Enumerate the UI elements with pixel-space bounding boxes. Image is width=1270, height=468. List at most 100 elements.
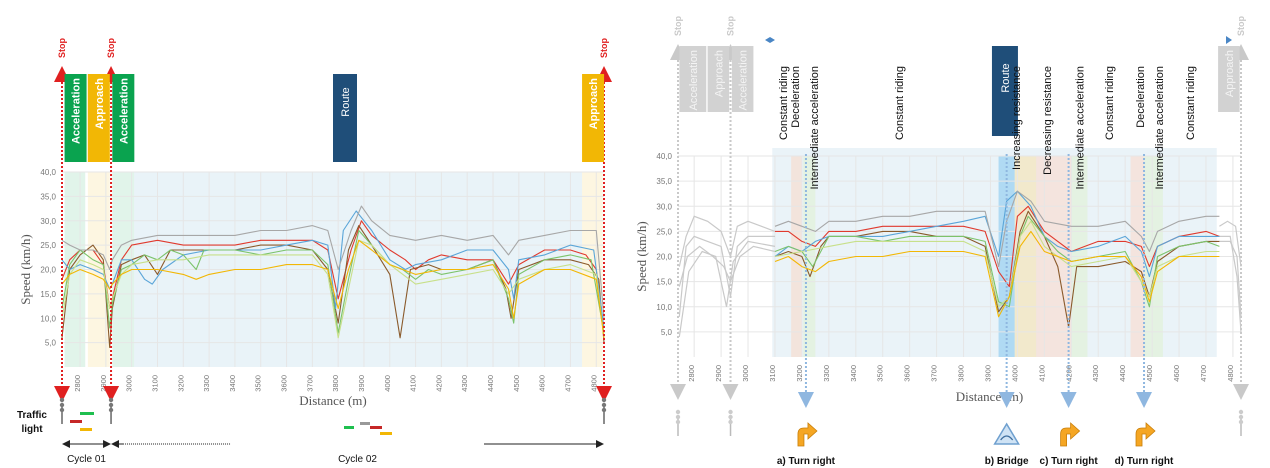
stop-label: Stop [106,38,116,58]
segment-label: Constant riding [1185,66,1197,140]
x-tick-label: 4100 [1037,365,1046,382]
turn-right-arrow [1060,422,1081,447]
x-tick-label: 4800 [1226,365,1235,382]
chart-panel-2: 5,0 10,0 15,0 20,0 25,0 30,0 35,0 40,0 2800 2900 3… [634,16,1249,467]
signal-bar-1 [80,412,94,415]
segment-label: Increasing resistance [1011,66,1023,170]
traffic-light-lamp [675,414,681,420]
phase-label: Approach [94,78,106,130]
faded-series-1 [678,215,776,267]
phase-box-4 [582,74,605,162]
event-label: d) Turn right [1115,456,1174,467]
segment-label: Deceleration [1135,66,1147,128]
y-tick-label: 40,0 [656,152,672,161]
y-tick-label: 35,0 [40,192,56,201]
faded-phase-box-3 [731,46,754,112]
x-tick-label: 4400 [1118,365,1127,382]
x-tick-label: 3000 [741,365,750,382]
phase-label: Acceleration [118,78,130,144]
y-tick-label: 15,0 [656,278,672,287]
turn-right-icon [1060,422,1081,447]
route-label: Route [340,87,352,116]
traffic-light-icon [59,397,65,424]
segment-label: Intermediate acceleration [1074,66,1086,190]
x-tick-label: 3500 [876,365,885,382]
event-label: c) Turn right [1040,456,1099,467]
x-tick-label: 3400 [849,365,858,382]
traffic-light-icon [601,397,607,424]
signal-bar-5 [380,432,392,435]
traffic-light-lamp [728,419,733,425]
cycle-label: Cycle 01 [67,454,106,465]
route-box [991,46,1018,136]
y-tick-label: 20,0 [656,253,672,262]
traffic-light-lamp [601,402,607,408]
bridge-icon [993,422,1020,445]
traffic-light-lamp [108,397,114,403]
faded-phase-box-4 [1218,46,1240,112]
faded-phase-box-2 [707,46,730,112]
traffic-light-lamp [59,407,65,413]
signal-bar-green [344,426,354,429]
traffic-light-lamp [1238,419,1244,425]
y-tick-label: 30,0 [40,217,56,226]
stop-label: Stop [599,38,609,58]
traffic-light-lamp [675,409,681,415]
series-line-1 [775,205,1220,288]
y-tick-label: 30,0 [656,202,672,211]
x-tick-label: 3200 [795,365,804,382]
y-tick-label: 15,0 [40,290,56,299]
segment-label: Deceleration [790,66,802,128]
x-tick-label: 4300 [460,375,469,392]
x-tick-label: 4600 [1172,365,1181,382]
series-line-7 [774,190,1220,268]
series-line-4 [774,215,1220,308]
segment-label: Decreasing resistance [1042,66,1054,175]
x-tick-label: 4500 [1145,365,1154,382]
end-flag-icon [1226,36,1232,44]
y-axis-title: Speed (km/h) [18,234,33,304]
y-axis-title: Speed (km/h) [634,221,649,291]
segment-label: Constant riding [778,66,790,140]
traffic-light-lamp [108,407,114,413]
cycle-label: Cycle 02 [338,454,377,465]
x-tick-label: 4000 [1010,365,1019,382]
x-tick-label: 3200 [176,375,185,392]
x-axis-title: Distance (m) [956,389,1024,404]
traffic-light-lamp [601,397,607,403]
traffic-light-lamp [1238,409,1244,415]
y-tick-label: 40,0 [40,168,56,177]
x-tick-label: 3600 [903,365,912,382]
chart-panel-1: 5,0 10,0 15,0 20,0 25,0 30,0 35,0 40,0 2800 2900 3… [17,38,612,465]
stop-label: Stop [1236,16,1246,36]
start-diamond-icon [765,37,775,43]
cycle-2: Cycle 02 [111,440,604,465]
faded-phase-label: Approach [1224,50,1236,97]
y-tick-label: 35,0 [656,177,672,186]
traffic-light-icon [1238,409,1244,436]
segment-label: Constant riding [894,66,906,140]
faded-tail-1 [1219,220,1242,267]
faded-series-3 [678,245,776,287]
faded-tail-3 [1219,235,1242,332]
series-line-6 [774,230,1220,318]
x-tick-label: 3100 [150,375,159,392]
x-tick-label: 4800 [589,375,598,392]
faded-series-2 [678,235,775,317]
x-tick-label: 3700 [930,365,939,382]
turn-right-icon [797,422,818,447]
x-tick-label: 3000 [125,375,134,392]
segment-label: Intermediate acceleration [809,66,821,190]
x-tick-label: 4500 [512,375,521,392]
turn-right-arrow [797,422,818,447]
traffic-light-lamp [601,407,607,413]
y-tick-label: 25,0 [656,227,672,236]
traffic-light-lamp [675,419,681,425]
bridge-icon-shape [993,422,1020,445]
faded-tail-2 [1219,240,1242,317]
x-tick-label: 2800 [687,365,696,382]
x-tick-label: 2900 [99,375,108,392]
traffic-light-icon [728,409,733,436]
stop-label: Stop [673,16,683,36]
